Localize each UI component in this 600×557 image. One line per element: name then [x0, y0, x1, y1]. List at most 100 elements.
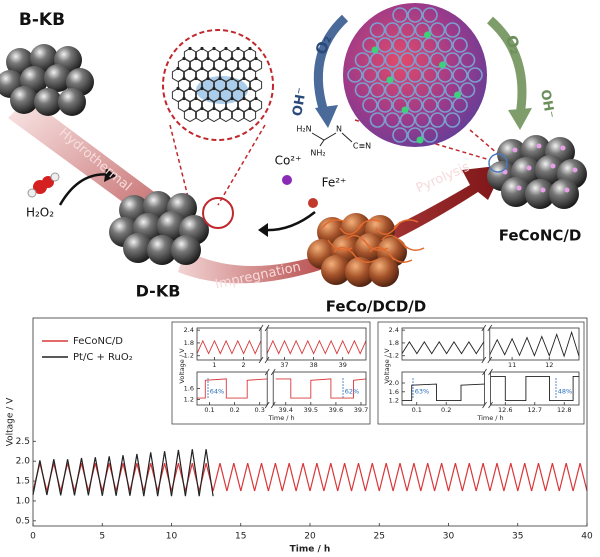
carbon-atom: [188, 106, 192, 111]
y-tick-label: 2.4: [184, 326, 194, 334]
highlight-ring: [202, 197, 234, 229]
plot-frame: [196, 327, 262, 361]
orr-arrow: [313, 14, 349, 117]
plot-bg: [402, 328, 579, 360]
carbon-atom: [248, 106, 252, 111]
carbon-atom: [206, 56, 210, 61]
cage-ring: [399, 112, 416, 128]
cage-ring: [414, 82, 431, 98]
x-tick-label: 0.1: [412, 406, 422, 414]
cage-ring: [407, 7, 423, 23]
y-tick-label: 1.2: [389, 397, 399, 405]
carbon-atom: [194, 96, 198, 101]
cage-ring: [437, 67, 453, 83]
carbon-atom: [182, 96, 186, 101]
axis-break: [258, 356, 270, 364]
cage-ring: [422, 37, 438, 53]
schematic-label: B-KB: [19, 10, 65, 30]
y-tick-label: 1.5: [16, 477, 30, 487]
y-axis-label: Voltage / V: [178, 348, 186, 384]
cage-ring: [354, 52, 371, 68]
cage-ring: [422, 127, 438, 143]
cage-ring: [362, 67, 378, 83]
axis-break: [482, 368, 493, 376]
cage-ring: [407, 127, 423, 143]
cage-ring: [407, 37, 423, 53]
series-line: [402, 375, 579, 402]
cage-ring: [429, 22, 446, 38]
particle: [549, 179, 579, 209]
hexagon: [231, 107, 245, 123]
y-tick-label: 2.0: [389, 379, 399, 387]
cage-ring: [407, 67, 423, 83]
carbon-atom: [242, 76, 246, 81]
cage-ring: [407, 97, 423, 113]
axis-break: [481, 356, 493, 364]
carbon-atom: [188, 86, 192, 91]
carbon-atom: [194, 56, 198, 61]
plot-frame: [401, 371, 485, 406]
x-tick-label: 39: [339, 361, 347, 369]
particle-clusters: [0, 44, 587, 287]
x-tick-label: 12.6: [498, 406, 512, 414]
schematic-label: O₂: [312, 33, 336, 57]
particle: [345, 257, 375, 287]
x-tick-label: 39.6: [329, 406, 343, 414]
cage-ring: [399, 52, 416, 68]
plot-frame: [401, 327, 485, 361]
cage-ring: [377, 37, 393, 53]
y-tick-label: 1.6: [184, 385, 194, 393]
cage-ring: [444, 52, 461, 68]
carbon-atom: [248, 86, 252, 91]
particle: [58, 88, 86, 116]
axis-break: [482, 401, 493, 409]
hexagon: [219, 107, 233, 123]
efficiency-label: 48%: [558, 388, 572, 396]
carbon-atom: [176, 86, 180, 91]
legend-label: Pt/C + RuO₂: [73, 352, 133, 363]
carbon-atom: [206, 96, 210, 101]
metal-dot: [516, 185, 522, 191]
x-axis-label: Time / h: [476, 414, 503, 422]
cage-ring: [399, 82, 416, 98]
cage-ring: [467, 67, 483, 83]
x-tick-label: 37: [280, 361, 288, 369]
metal-dot: [550, 163, 556, 169]
cage-ring: [414, 22, 431, 38]
x-tick-label: 39.5: [304, 406, 318, 414]
metal-dot: [512, 147, 518, 153]
cage-ring: [384, 22, 401, 38]
cage-ring: [369, 82, 386, 98]
particle: [30, 44, 58, 72]
schematic-label: NH₂: [310, 149, 325, 158]
series-line: [197, 378, 367, 399]
particle: [321, 255, 351, 285]
x-tick-label: 40: [581, 532, 593, 542]
dcd-bonds: [311, 132, 353, 147]
cage-ring: [384, 82, 401, 98]
plot-bg: [197, 372, 366, 405]
schematic-label: H₂N: [296, 125, 311, 134]
x-axis-label: Time / h: [267, 414, 294, 422]
metal-site: [386, 76, 394, 84]
metal-dot: [560, 145, 566, 151]
x-tick-label: 10: [166, 532, 178, 542]
y-axis-label: Voltage / V: [383, 348, 391, 384]
carbon-atom: [224, 106, 228, 111]
metal-dot: [526, 165, 532, 171]
y-tick-label: 2.4: [389, 326, 399, 334]
legend-label: FeCoNC/D: [73, 336, 123, 347]
cage-ring: [369, 22, 386, 38]
cage-ring: [414, 112, 431, 128]
metal-site: [424, 31, 431, 39]
carbon-atom: [224, 66, 228, 71]
particle: [123, 233, 153, 263]
arrow-head: [258, 223, 268, 237]
graphene: [171, 46, 263, 123]
cage-ring: [362, 37, 378, 53]
y-tick-label: 1.8: [184, 339, 194, 347]
carbon-atom: [194, 76, 198, 81]
cage-ring: [392, 127, 408, 143]
dcd-strand: [351, 251, 377, 263]
x-tick-label: 20: [304, 532, 316, 542]
